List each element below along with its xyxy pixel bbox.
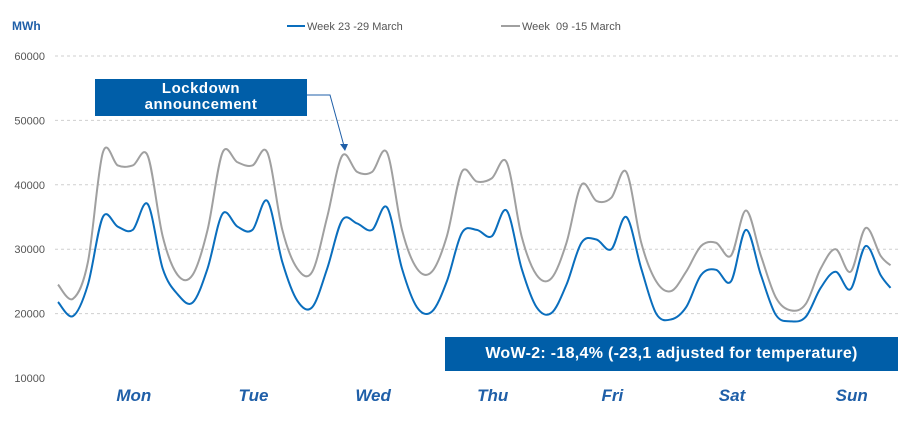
day-label-mon: Mon <box>116 386 151 405</box>
y-tick-label: 40000 <box>14 180 45 192</box>
series-line-week-09 <box>57 146 892 312</box>
series-line-week-23 <box>57 199 892 323</box>
y-tick-label: 60000 <box>14 51 45 63</box>
lockdown-annotation-line1: Lockdown <box>161 80 241 97</box>
y-tick-label: 50000 <box>14 115 45 127</box>
legend: Week 23 -29 March Week 09 -15 March <box>287 21 621 33</box>
y-tick-label: 30000 <box>14 244 45 256</box>
lockdown-annotation-line2: announcement <box>144 96 258 113</box>
day-label-wed: Wed <box>355 386 391 405</box>
day-label-sat: Sat <box>719 386 747 405</box>
lockdown-annotation: Lockdown announcement <box>95 79 307 116</box>
day-label-fri: Fri <box>602 386 625 405</box>
day-label-thu: Thu <box>477 386 509 405</box>
wow-annotation: WoW-2: -18,4% (-23,1 adjusted for temper… <box>445 337 898 371</box>
x-axis-day-labels: Mon Tue Wed Thu Fri Sat Sun <box>116 386 867 405</box>
legend-label-week-23: Week 23 -29 March <box>307 21 403 33</box>
lockdown-arrow <box>307 94 348 151</box>
legend-label-week-09: Week 09 -15 March <box>522 21 621 33</box>
y-axis-unit: MWh <box>12 19 41 33</box>
series-lines <box>57 146 892 323</box>
y-tick-label: 20000 <box>14 309 45 321</box>
y-tick-label: 10000 <box>14 373 45 385</box>
day-label-sun: Sun <box>836 386 868 405</box>
y-axis-ticks: 10000 20000 30000 40000 50000 60000 <box>14 51 45 385</box>
day-label-tue: Tue <box>239 386 269 405</box>
gridlines <box>55 55 898 315</box>
